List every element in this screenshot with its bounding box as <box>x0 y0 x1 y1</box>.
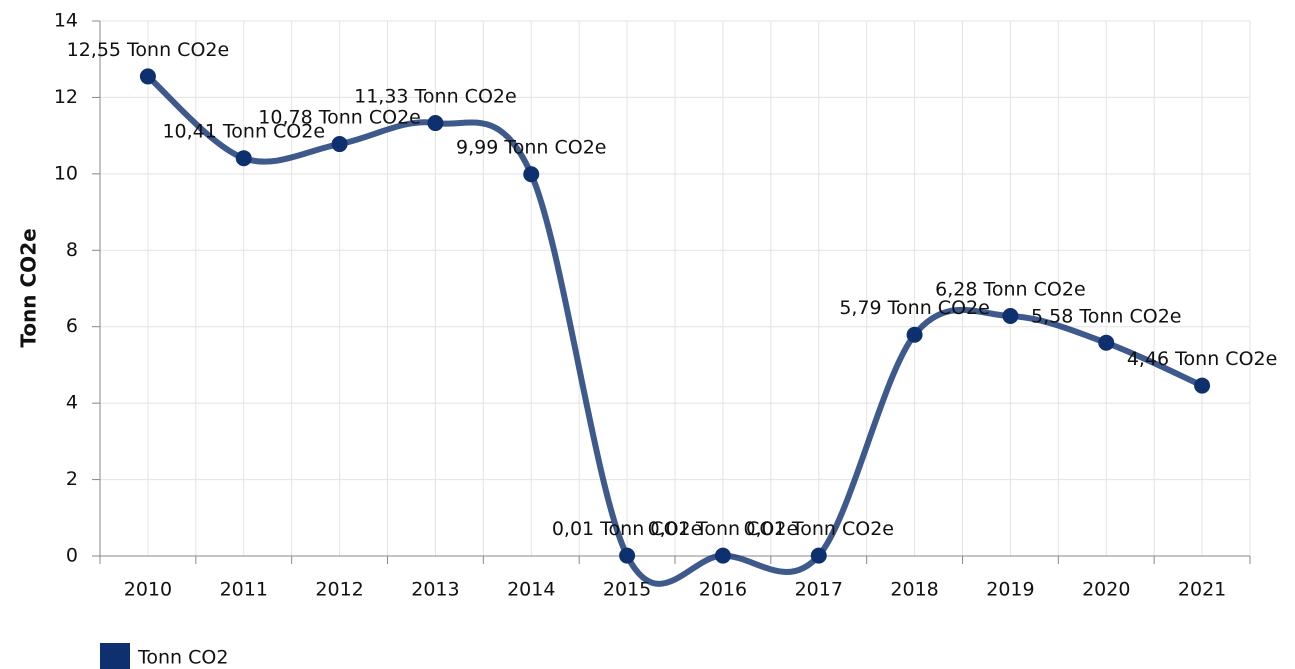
data-point <box>810 547 827 564</box>
data-point <box>235 150 252 167</box>
x-tick-label: 2017 <box>795 579 843 601</box>
data-point <box>523 166 540 183</box>
x-tick-label: 2010 <box>124 579 172 601</box>
x-tick-label: 2013 <box>411 579 459 601</box>
data-label: 4,46 Tonn CO2e <box>1127 348 1277 370</box>
data-point <box>1002 308 1019 325</box>
data-point <box>906 326 923 343</box>
data-label: 0,01 Tonn CO2e <box>552 518 702 540</box>
data-label: 0,01 Tonn CO2e <box>648 518 798 540</box>
x-tick-label: 2014 <box>507 579 555 601</box>
y-tick-label: 6 <box>66 315 78 337</box>
x-tick-label: 2016 <box>699 579 747 601</box>
legend-swatch <box>100 643 130 669</box>
y-axis-label: Tonn CO2e <box>17 228 41 347</box>
y-tick-label: 0 <box>66 545 78 567</box>
y-tick-label: 10 <box>54 162 78 184</box>
x-tick-label: 2021 <box>1178 579 1226 601</box>
data-point <box>331 136 348 153</box>
data-label: 12,55 Tonn CO2e <box>67 39 230 61</box>
y-tick-label: 8 <box>66 239 78 261</box>
x-tick-label: 2019 <box>986 579 1034 601</box>
data-point <box>1098 334 1115 351</box>
x-tick-label: 2012 <box>315 579 363 601</box>
y-tick-label: 12 <box>54 86 78 108</box>
data-point <box>714 547 731 564</box>
x-tick-label: 2015 <box>603 579 651 601</box>
y-tick-label: 4 <box>66 392 78 414</box>
data-point <box>619 547 636 564</box>
x-tick-label: 2018 <box>890 579 938 601</box>
data-label: 11,33 Tonn CO2e <box>354 86 517 108</box>
data-point <box>139 68 156 85</box>
data-label: 10,41 Tonn CO2e <box>162 121 325 143</box>
data-label: 0,01 Tonn CO2e <box>744 518 894 540</box>
y-tick-label: 2 <box>66 468 78 490</box>
data-label: 10,78 Tonn CO2e <box>258 107 421 129</box>
data-point <box>427 115 444 132</box>
data-label: 5,58 Tonn CO2e <box>1031 305 1181 327</box>
x-tick-label: 2011 <box>220 579 268 601</box>
data-label: 9,99 Tonn CO2e <box>456 137 606 159</box>
legend-label: Tonn CO2 <box>137 647 228 669</box>
y-tick-label: 14 <box>54 10 78 32</box>
data-label: 5,79 Tonn CO2e <box>839 297 989 319</box>
data-point <box>1194 377 1211 394</box>
x-tick-label: 2020 <box>1082 579 1130 601</box>
data-label: 6,28 Tonn CO2e <box>935 279 1085 301</box>
